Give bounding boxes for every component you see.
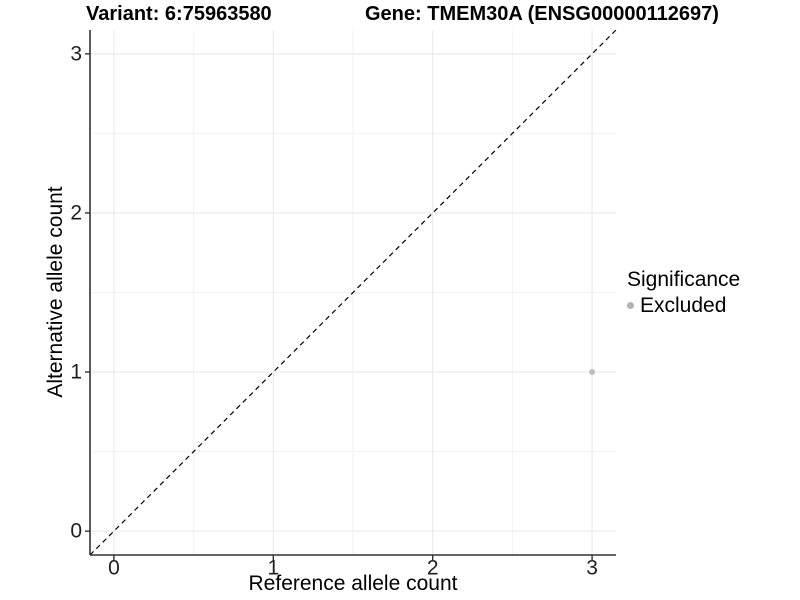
y-axis-title: Alternative allele count (44, 186, 67, 398)
plot-title-variant: Variant: 6:75963580 (86, 3, 272, 25)
data-point (589, 369, 596, 376)
y-tick-label: 0 (70, 520, 82, 543)
legend-item-excluded: Excluded (627, 293, 740, 318)
legend: Significance Excluded (627, 267, 740, 318)
legend-item-label: Excluded (640, 294, 727, 317)
y-tick-label: 1 (70, 361, 82, 384)
x-tick-label: 1 (267, 556, 279, 579)
x-tick-label: 2 (427, 556, 439, 579)
excluded-point-icon (627, 302, 634, 309)
y-tick-label: 3 (70, 42, 82, 65)
y-tick-label: 2 (70, 201, 82, 224)
x-tick-label: 0 (108, 556, 120, 579)
plot-title-gene: Gene: TMEM30A (ENSG00000112697) (365, 3, 719, 25)
x-tick-label: 3 (586, 556, 598, 579)
x-axis-title: Reference allele count (248, 572, 458, 595)
legend-title: Significance (627, 268, 741, 291)
identity-reference-line (89, 29, 617, 556)
